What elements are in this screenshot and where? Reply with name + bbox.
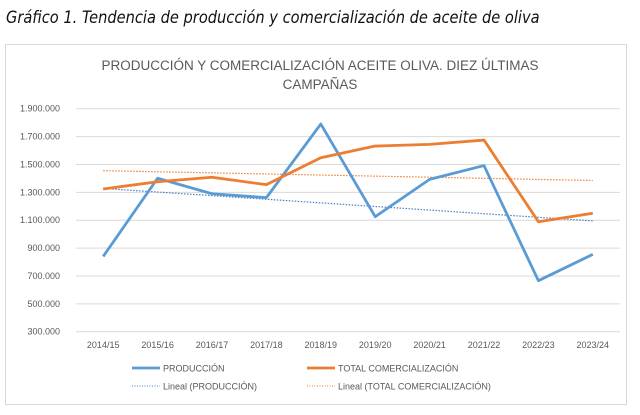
- x-tick-label: 2019/20: [359, 340, 392, 350]
- trendline-produccion: [103, 187, 593, 222]
- legend-comercializacion-label: TOTAL COMERCIALIZACIÓN: [338, 364, 458, 374]
- chart-container: [5, 44, 627, 405]
- x-tick-label: 2020/21: [413, 340, 446, 350]
- x-tick-label: 2018/19: [305, 340, 338, 350]
- document-title: Gráfico 1. Tendencia de producción y com…: [6, 8, 540, 28]
- legend-lineal-comercializacion-label: Lineal (TOTAL COMERCIALIZACIÓN): [338, 382, 491, 392]
- x-tick-label: 2022/23: [522, 340, 555, 350]
- chart-title-line: CAMPAÑAS: [283, 77, 358, 92]
- y-tick-label: 700.000: [27, 271, 60, 281]
- x-tick-label: 2021/22: [468, 340, 501, 350]
- y-tick-label: 300.000: [27, 327, 60, 337]
- y-tick-label: 500.000: [27, 299, 60, 309]
- legend-lineal-produccion-label: Lineal (PRODUCCIÓN): [163, 382, 257, 392]
- x-tick-label: 2023/24: [577, 340, 610, 350]
- y-tick-label: 1.500.000: [20, 159, 60, 169]
- x-tick-label: 2014/15: [87, 340, 120, 350]
- series-line-comercializacion: [103, 138, 594, 224]
- x-tick-label: 2015/16: [141, 340, 174, 350]
- chart-title-line: PRODUCCIÓN Y COMERCIALIZACIÓN ACEITE OLI…: [101, 58, 538, 73]
- y-tick-label: 900.000: [27, 243, 60, 253]
- x-tick-label: 2016/17: [196, 340, 229, 350]
- y-tick-label: 1.300.000: [20, 187, 60, 197]
- x-tick-label: 2017/18: [250, 340, 283, 350]
- series-line-produccion: [102, 122, 594, 283]
- y-tick-label: 1.900.000: [20, 104, 60, 114]
- legend-produccion-label: PRODUCCIÓN: [163, 364, 225, 374]
- y-tick-label: 1.700.000: [20, 132, 60, 142]
- y-tick-label: 1.100.000: [20, 215, 60, 225]
